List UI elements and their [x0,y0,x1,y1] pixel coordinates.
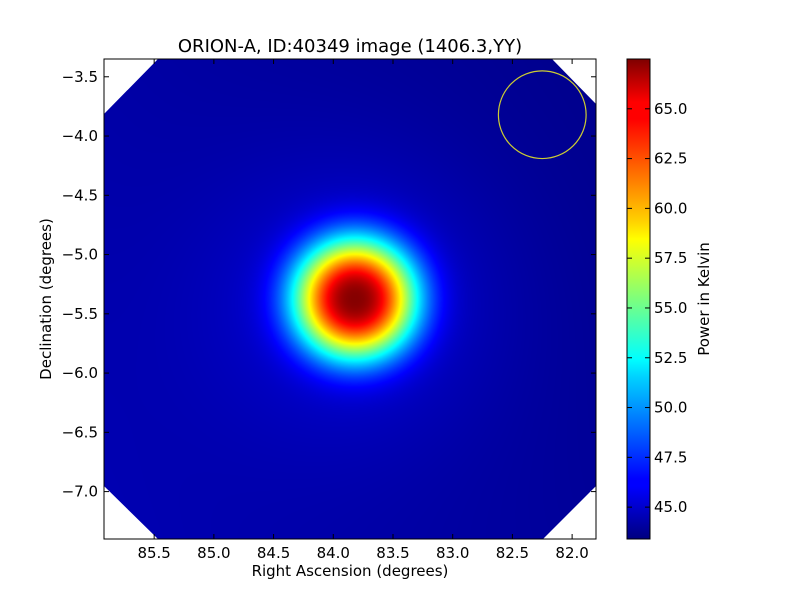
masked-corner-top-right [552,59,596,104]
x-tick-label: 85.0 [197,544,230,562]
colorbar-tick-label: 60.0 [654,199,687,217]
colorbar: 45.0 47.5 50.0 52.5 55.0 57.5 60.0 62.5 65.0 Pow… [626,58,713,540]
x-tick-label: 85.5 [137,544,170,562]
y-tick-label: −5.5 [62,305,98,323]
masked-corner-top-left [104,59,158,114]
y-tick-label: −4.5 [62,186,98,204]
x-axis-label: Right Ascension (degrees) [252,562,449,580]
colorbar-tick-label: 50.0 [654,399,687,417]
x-tick-label: 84.0 [317,544,350,562]
plot-frame [103,58,597,540]
colorbar-tick-label: 47.5 [654,448,687,466]
y-tick-label: −6.0 [62,364,98,382]
heatmap-image [104,59,596,539]
colorbar-tick-label: 62.5 [654,150,687,168]
x-tick-label: 83.5 [376,544,409,562]
colorbar-tick-label: 52.5 [654,349,687,367]
colorbar-tick-label: 55.0 [654,299,687,317]
x-axis: 85.5 85.0 84.5 84.0 83.5 83.0 82.5 82.0 [137,59,589,562]
masked-corner-bottom-left [104,486,158,539]
y-axis-label: Declination (degrees) [37,218,55,380]
x-tick-label: 84.5 [257,544,290,562]
y-axis: −3.5 −4.0 −4.5 −5.0 −5.5 −6.0 −6.5 −7.0 [62,68,596,501]
y-tick-label: −7.0 [62,483,98,501]
y-tick-label: −5.0 [62,246,98,264]
x-tick-label: 82.5 [496,544,529,562]
y-tick-label: −4.0 [62,127,98,145]
y-tick-label: −3.5 [62,68,98,86]
colorbar-ticks: 45.0 47.5 50.0 52.5 55.0 57.5 60.0 62.5 65.0 [627,100,687,516]
masked-corner-bottom-right [543,486,596,539]
colorbar-label: Power in Kelvin [695,242,713,356]
colorbar-tick-label: 57.5 [654,249,687,267]
colorbar-gradient [626,58,651,540]
beam-circle [497,70,587,160]
x-tick-label: 82.0 [555,544,588,562]
x-tick-label: 83.0 [436,544,469,562]
chart-title: ORION-A, ID:40349 image (1406.3,YY) [178,36,522,57]
y-tick-label: −6.5 [62,423,98,441]
colorbar-tick-label: 65.0 [654,100,687,118]
colorbar-tick-label: 45.0 [654,498,687,516]
